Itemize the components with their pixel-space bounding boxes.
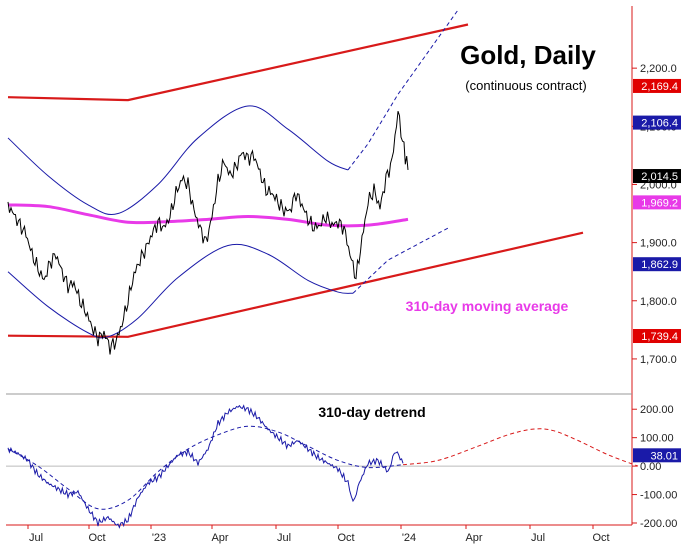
price-tick-label: 1,700.0: [640, 354, 677, 366]
envelope-lower-projection: [352, 227, 449, 294]
detrend-axis: 200.00 100.00 0.00 -100.00 -200.00 38.01: [632, 404, 681, 530]
detrend-tick-label: -100.00: [640, 490, 677, 502]
price-value-badge-label: 2,014.5: [641, 171, 678, 183]
price-value-badge: [633, 169, 681, 184]
x-tick-label: Jul: [531, 532, 545, 544]
x-tick-label: Oct: [88, 532, 105, 544]
price-value-badge-label: 1,969.2: [641, 197, 678, 209]
x-tick-label: Apr: [465, 532, 482, 544]
price-value-badge: [633, 78, 681, 93]
price-value-badge-label: 2,106.4: [641, 118, 678, 130]
price-value-badge-label: 2,169.4: [641, 81, 678, 93]
price-panel: [7, 9, 584, 355]
price-value-badge: [633, 195, 681, 210]
x-tick-label: Oct: [592, 532, 609, 544]
moving-average-line: [7, 203, 409, 228]
channel-upper-line: [7, 23, 469, 102]
price-value-badge-label: 1,739.4: [641, 331, 678, 343]
price-axis: 2,200.02,100.02,000.01,900.01,800.01,700…: [632, 63, 681, 366]
detrend-cycle-line: [7, 425, 404, 510]
price-tick-label: 2,200.0: [640, 63, 677, 75]
x-tick-label: Oct: [337, 532, 354, 544]
x-tick-label: Apr: [211, 532, 228, 544]
detrend-title: 310-day detrend: [318, 404, 425, 420]
x-tick-label: '23: [152, 532, 166, 544]
price-value-badge: [633, 329, 681, 344]
detrend-value-badge: [633, 448, 681, 463]
ma-annotation: 310-day moving average: [406, 298, 569, 314]
envelope-upper-curve: [7, 105, 349, 215]
price-tick-label: 1,800.0: [640, 296, 677, 308]
x-tick-label: Jul: [29, 532, 43, 544]
projected-cycle-line: [402, 428, 639, 467]
x-tick-label: Jul: [277, 532, 291, 544]
price-value-badge: [633, 257, 681, 272]
price-tick-label: 1,900.0: [640, 238, 677, 250]
detrend-line: [7, 404, 404, 529]
envelope-lower-curve: [7, 243, 354, 339]
price-value-badge: [633, 115, 681, 130]
envelope-upper-projection: [347, 9, 459, 171]
main-panel-frame: [6, 6, 632, 390]
x-tick-label: '24: [402, 532, 416, 544]
detrend-panel: [6, 404, 639, 529]
channel-lower-line: [7, 231, 584, 338]
detrend-tick-label: 0.00: [640, 461, 661, 473]
price-line: [7, 111, 409, 355]
price-value-badge-label: 1,862.9: [641, 259, 678, 271]
detrend-value-badge-label: 38.01: [650, 450, 678, 462]
detrend-tick-label: 200.00: [640, 404, 674, 416]
detrend-tick-label: 100.00: [640, 433, 674, 445]
date-axis: Jul Oct '23 Apr Jul Oct '24 Apr Jul Oct: [27, 525, 610, 544]
chart-subtitle: (continuous contract): [465, 78, 586, 93]
detrend-tick-label: -200.00: [640, 518, 677, 530]
chart-title: Gold, Daily: [460, 40, 596, 70]
